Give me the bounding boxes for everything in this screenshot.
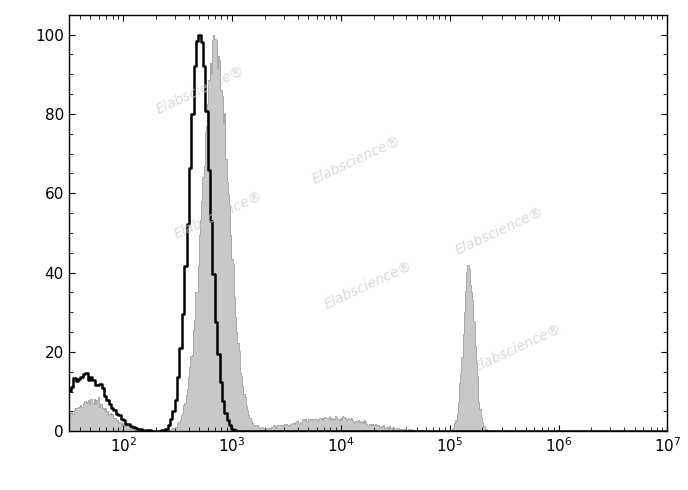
Text: Elabscience®: Elabscience® xyxy=(154,63,247,116)
Text: Elabscience®: Elabscience® xyxy=(322,259,414,312)
Text: Elabscience®: Elabscience® xyxy=(310,134,402,187)
Text: Elabscience®: Elabscience® xyxy=(453,205,546,258)
Text: Elabscience®: Elabscience® xyxy=(172,188,265,241)
Text: Elabscience®: Elabscience® xyxy=(471,321,564,374)
